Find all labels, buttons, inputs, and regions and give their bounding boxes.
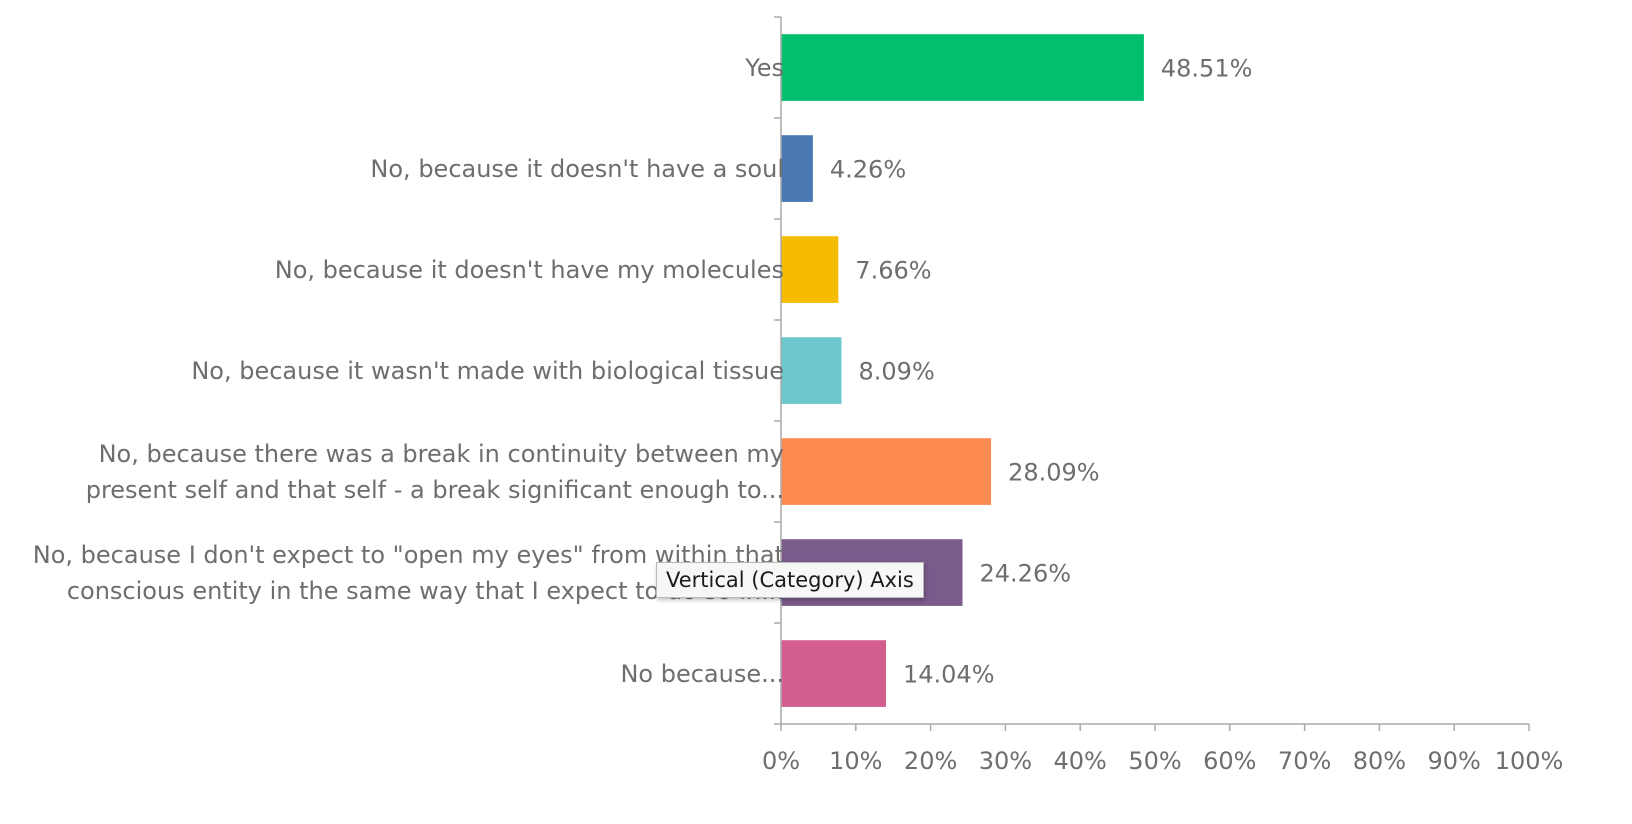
value-tick-label-3: 30%	[979, 747, 1032, 775]
axis-tooltip: Vertical (Category) Axis	[656, 562, 924, 598]
bar-6	[781, 640, 886, 707]
category-label-4: No, because there was a break in continu…	[86, 436, 784, 508]
category-label-line: No, because it wasn't made with biologic…	[191, 356, 784, 385]
category-label-1: No, because it doesn't have a soul	[370, 151, 784, 187]
bar-4	[781, 438, 992, 505]
value-tick-label-1: 10%	[829, 747, 882, 775]
value-tick-label-7: 70%	[1278, 747, 1331, 775]
data-label-6: 14.04%	[903, 661, 995, 689]
bar-2	[781, 236, 839, 303]
data-label-3: 8.09%	[859, 358, 935, 386]
category-label-line: Yes	[745, 53, 784, 82]
value-tick-label-8: 80%	[1353, 747, 1406, 775]
value-tick-label-5: 50%	[1128, 747, 1181, 775]
data-label-0: 48.51%	[1161, 55, 1253, 83]
category-label-3: No, because it wasn't made with biologic…	[191, 353, 784, 389]
category-label-line: present self and that self - a break sig…	[85, 475, 784, 504]
data-label-4: 28.09%	[1008, 459, 1100, 487]
value-tick-label-10: 100%	[1495, 747, 1564, 775]
category-label-6: No because...	[620, 656, 784, 692]
category-label-2: No, because it doesn't have my molecules	[275, 252, 784, 288]
value-tick-label-2: 20%	[904, 747, 957, 775]
category-label-line: No, because there was a break in continu…	[98, 439, 784, 468]
value-tick-label-6: 60%	[1203, 747, 1256, 775]
category-label-line: No, because it doesn't have my molecules	[274, 255, 784, 284]
bar-1	[781, 135, 813, 202]
value-tick-label-0: 0%	[762, 747, 800, 775]
category-label-line: No because...	[620, 659, 784, 688]
category-label-line: No, because it doesn't have a soul	[370, 154, 784, 183]
bar-0	[781, 34, 1144, 101]
bar-3	[781, 337, 842, 404]
value-tick-label-9: 90%	[1428, 747, 1481, 775]
data-label-2: 7.66%	[855, 257, 931, 285]
data-label-1: 4.26%	[830, 156, 906, 184]
value-tick-label-4: 40%	[1054, 747, 1107, 775]
data-label-5: 24.26%	[980, 560, 1072, 588]
category-label-0: Yes	[745, 50, 784, 86]
